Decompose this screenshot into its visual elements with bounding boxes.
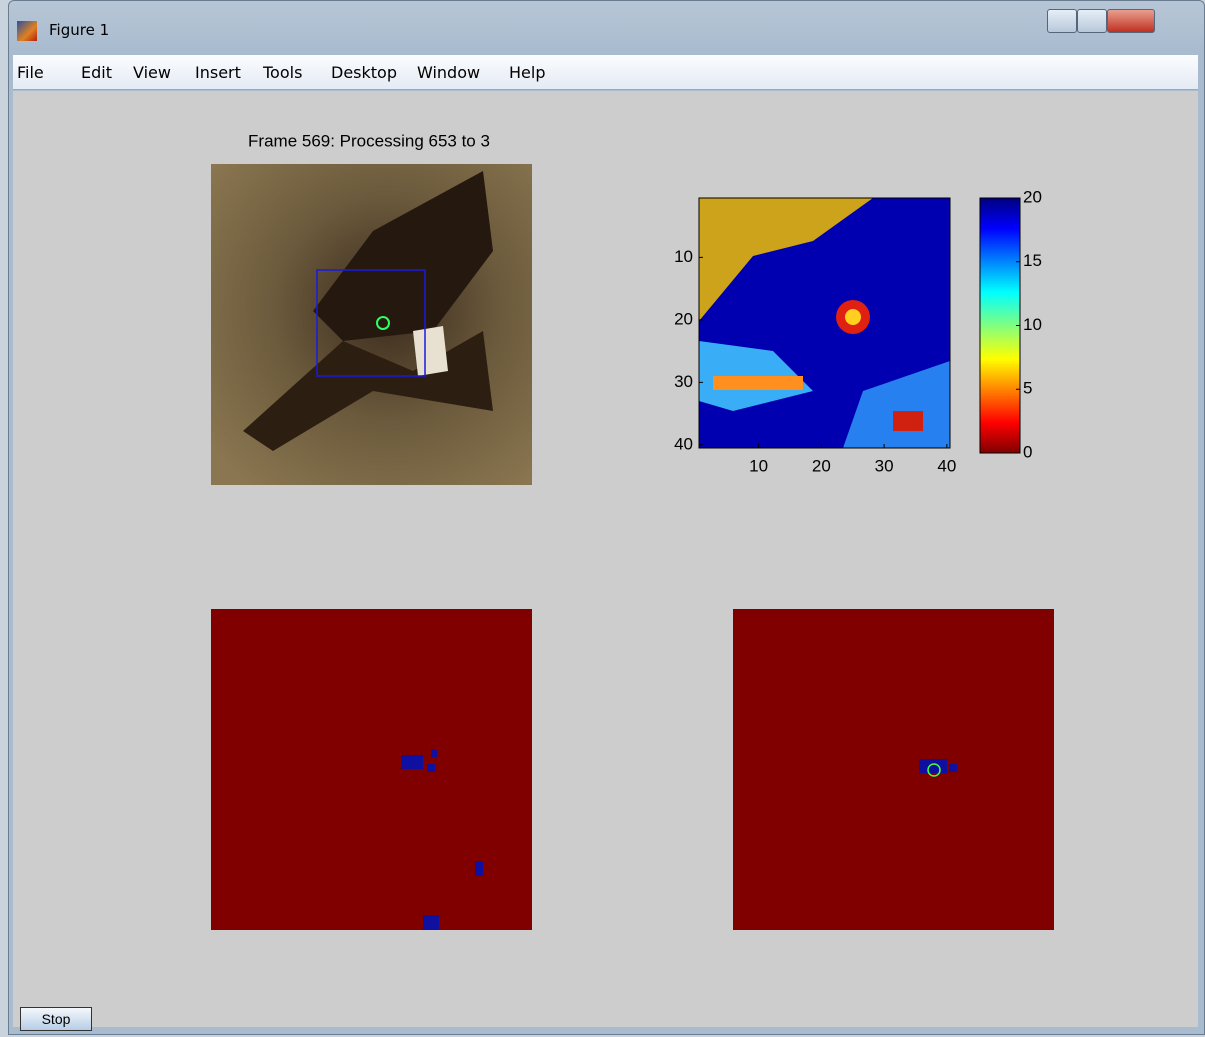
app-icon bbox=[17, 21, 37, 41]
maximize-button[interactable] bbox=[1077, 9, 1107, 33]
menu-item[interactable]: Desktop bbox=[331, 63, 397, 82]
y-tick-label: 10 bbox=[674, 247, 693, 266]
x-tick-label: 10 bbox=[749, 456, 768, 475]
stop-button[interactable]: Stop bbox=[20, 1007, 92, 1031]
menu-item[interactable]: File bbox=[17, 63, 44, 82]
x-tick-label: 30 bbox=[875, 456, 894, 475]
figure-content: Frame 569: Processing 653 to 3 bbox=[13, 91, 1198, 1031]
menu-item[interactable]: Tools bbox=[263, 63, 303, 82]
menu-item[interactable]: Edit bbox=[81, 63, 112, 82]
y-tick-label: 40 bbox=[674, 434, 693, 453]
minimize-button[interactable] bbox=[1047, 9, 1077, 33]
x-tick-label: 40 bbox=[937, 456, 956, 475]
subplot-title: Frame 569: Processing 653 to 3 bbox=[248, 131, 490, 150]
close-button[interactable] bbox=[1107, 9, 1155, 33]
colorbar-tick-label: 0 bbox=[1023, 442, 1032, 461]
y-tick-label: 30 bbox=[674, 372, 693, 391]
colorbar-tick-label: 20 bbox=[1023, 187, 1042, 206]
mask-image-right bbox=[733, 609, 1054, 930]
video-frame bbox=[211, 164, 532, 485]
x-tick-label: 20 bbox=[812, 456, 831, 475]
colorbar bbox=[979, 197, 1021, 454]
colorbar-tick-label: 5 bbox=[1023, 379, 1032, 398]
window-title: Figure 1 bbox=[49, 21, 110, 39]
mask-image-left bbox=[211, 609, 532, 930]
menu-item[interactable]: Insert bbox=[195, 63, 241, 82]
colorbar-tick-label: 10 bbox=[1023, 315, 1042, 334]
axes-canvas: Frame 569: Processing 653 to 3 bbox=[211, 131, 1054, 930]
heatmap-axes bbox=[698, 197, 951, 449]
heatmap-image bbox=[699, 198, 950, 448]
figure-window: Figure 1 File Edit View Insert Tools Desktop W… bbox=[8, 0, 1205, 1035]
title-bar: Figure 1 bbox=[9, 1, 1204, 49]
colorbar-tick-label: 15 bbox=[1023, 251, 1042, 270]
menu-item[interactable]: Window bbox=[417, 63, 481, 82]
y-tick-label: 20 bbox=[674, 309, 693, 328]
menu-item[interactable]: View bbox=[133, 63, 171, 82]
menu-bar: File Edit View Insert Tools Desktop Window Help bbox=[13, 55, 1198, 90]
menu-item[interactable]: Help bbox=[509, 63, 546, 82]
